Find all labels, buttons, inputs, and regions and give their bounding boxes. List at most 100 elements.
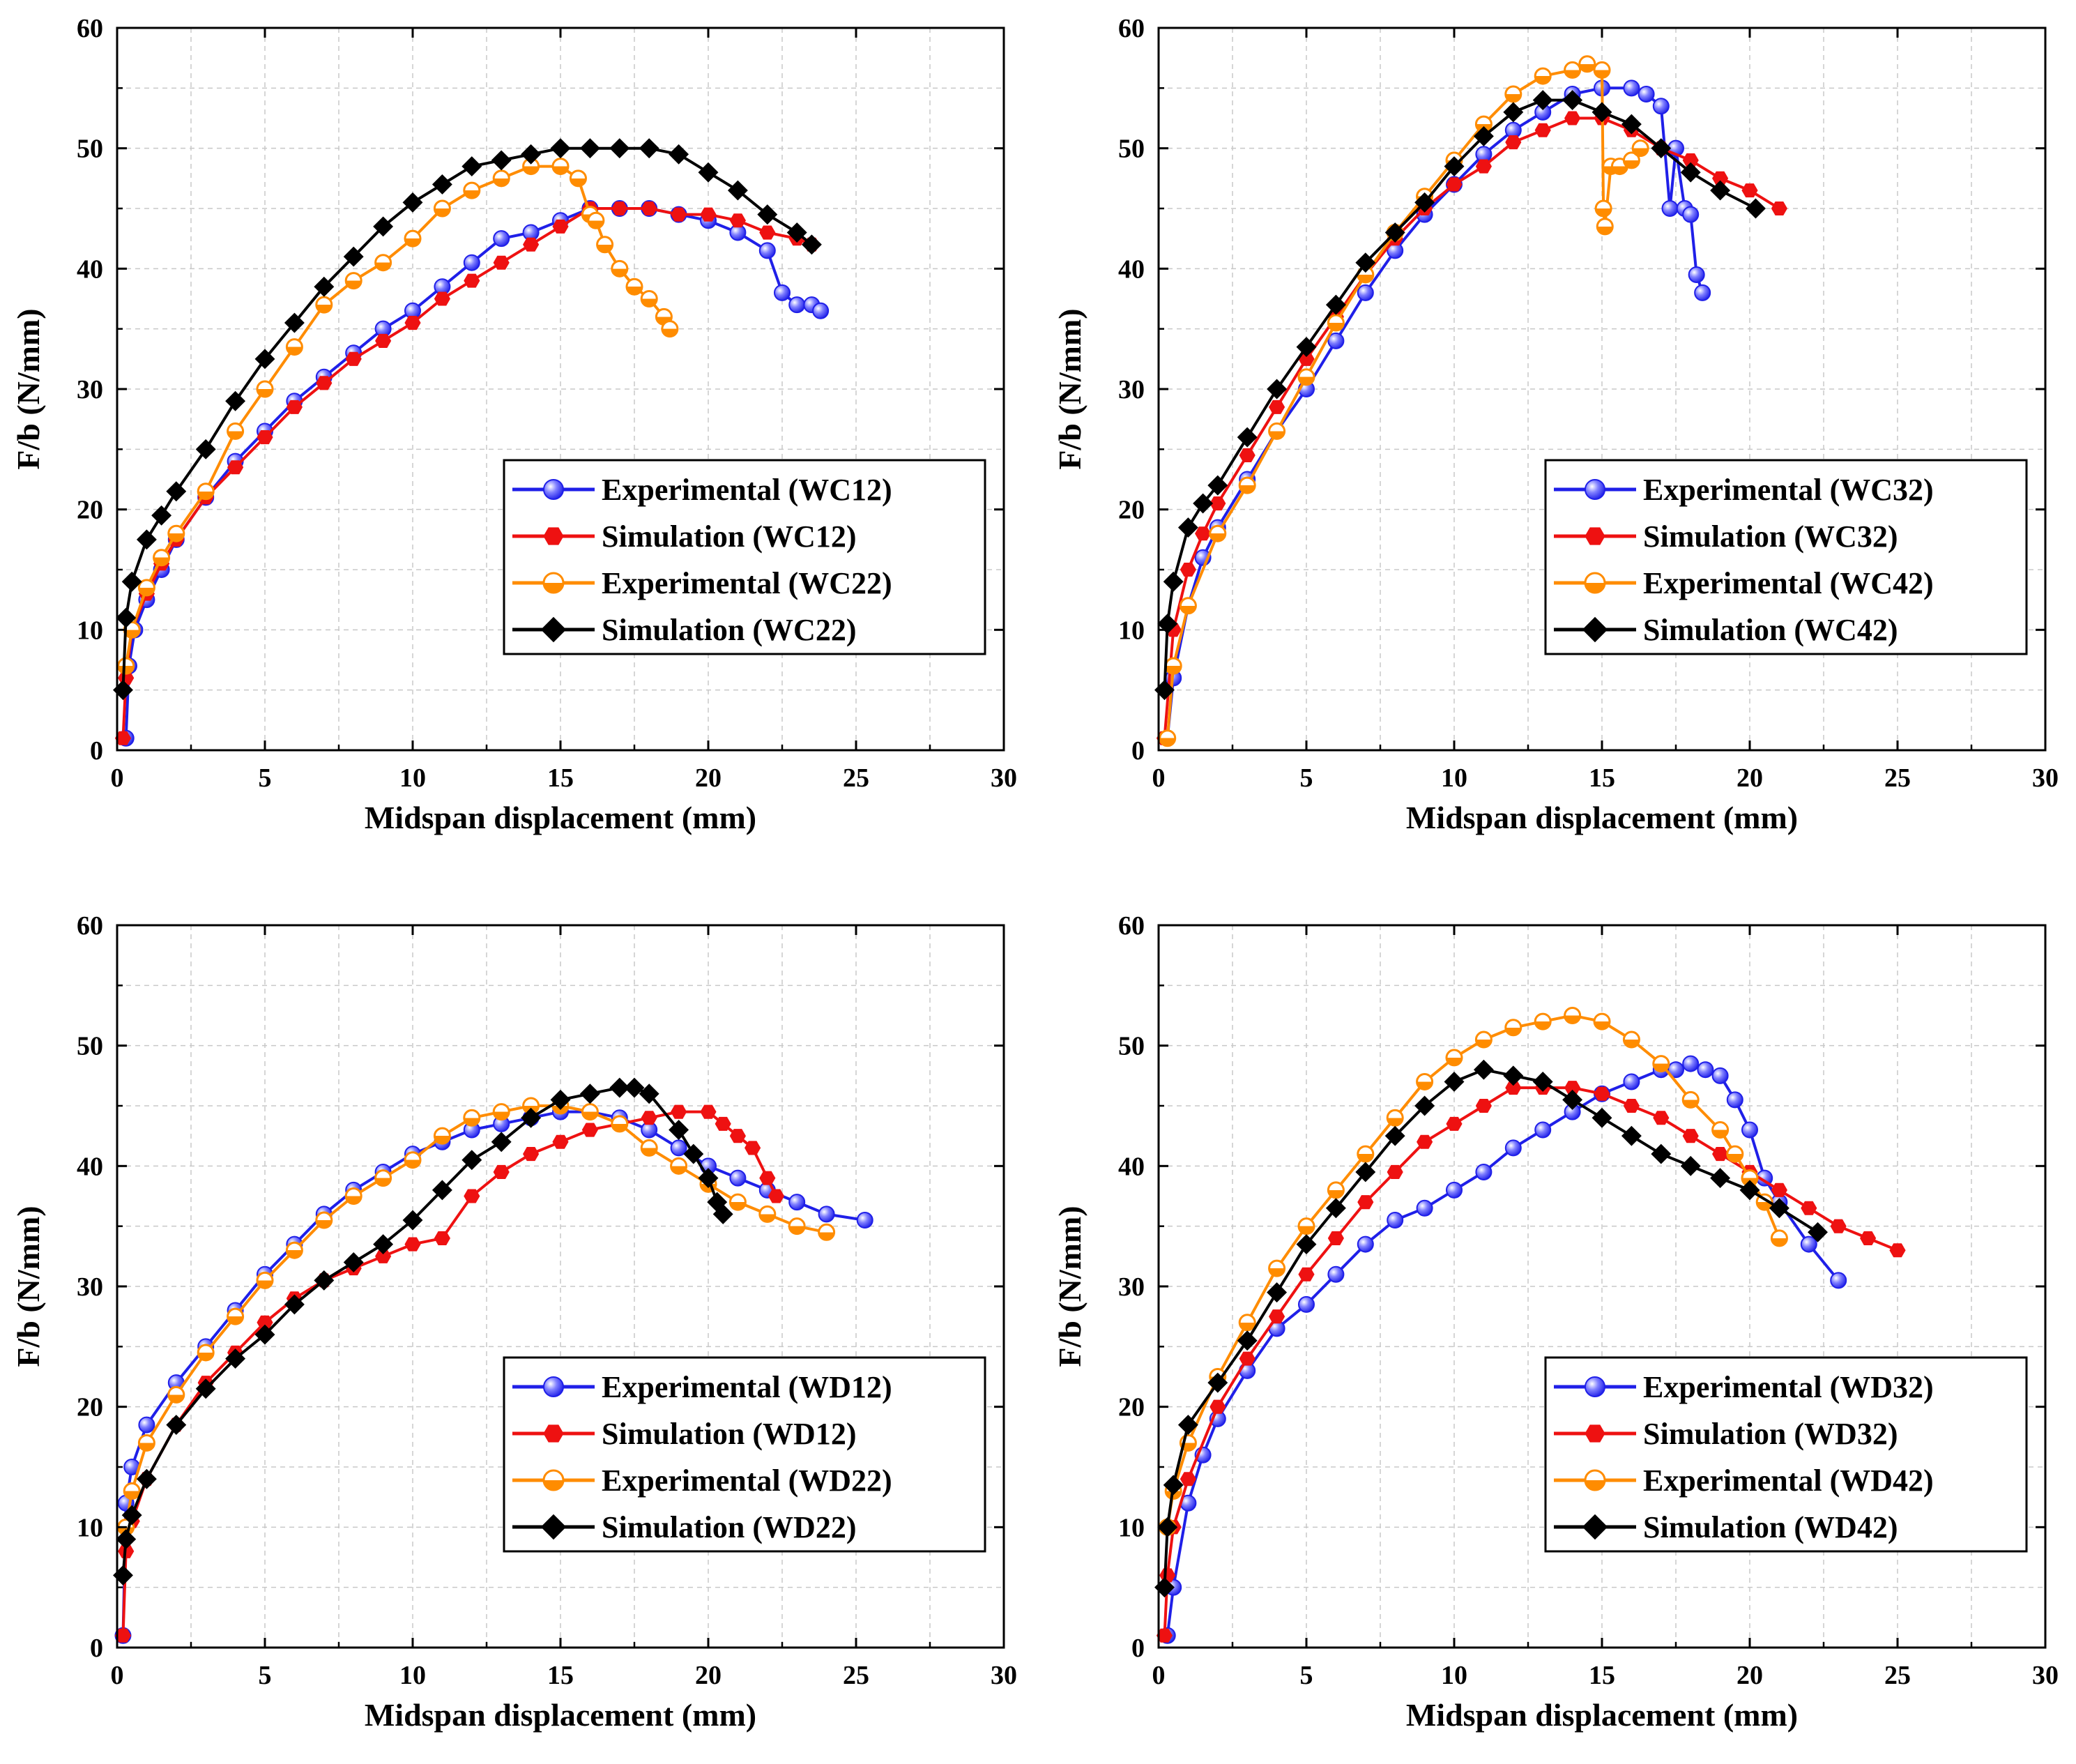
data-point	[729, 213, 746, 228]
data-point	[745, 1141, 761, 1155]
data-point	[1746, 198, 1766, 219]
data-point	[492, 169, 510, 188]
y-tick-label: 10	[1118, 616, 1145, 645]
legend-label: Experimental (WC12)	[602, 473, 892, 507]
data-point	[1534, 1121, 1552, 1139]
data-point	[1623, 1073, 1640, 1090]
data-point	[343, 1252, 364, 1272]
y-tick-label: 40	[1118, 1152, 1145, 1181]
data-point	[670, 1157, 688, 1175]
data-point	[1578, 55, 1596, 73]
data-point	[285, 338, 303, 356]
data-point	[137, 579, 155, 597]
data-point	[1667, 1061, 1684, 1079]
legend-marker	[1584, 1469, 1606, 1491]
data-point	[166, 481, 187, 502]
data-point	[1651, 138, 1672, 159]
data-point	[1682, 1055, 1700, 1072]
legend-marker	[1585, 1376, 1605, 1397]
legend-label: Simulation (WD42)	[1643, 1510, 1898, 1544]
data-point	[1357, 284, 1374, 301]
x-tick-label: 0	[1152, 763, 1166, 793]
data-point	[1267, 379, 1288, 400]
legend-entry: Experimental (WC32)	[1554, 473, 1934, 507]
data-point	[698, 162, 719, 183]
data-point	[256, 1271, 274, 1289]
data-point	[1800, 1235, 1817, 1253]
data-point	[285, 1241, 303, 1259]
y-tick-label: 50	[1118, 135, 1145, 164]
legend-marker	[543, 1376, 564, 1397]
data-point	[1596, 218, 1614, 236]
data-point	[661, 320, 679, 338]
y-tick-label: 10	[1118, 1513, 1145, 1542]
x-tick-label: 5	[259, 763, 272, 793]
data-point	[1622, 151, 1640, 169]
data-point	[257, 430, 273, 445]
data-point	[640, 290, 658, 307]
data-point	[581, 1103, 599, 1121]
legend-marker	[1582, 1514, 1608, 1540]
data-point	[1387, 1212, 1404, 1229]
data-point	[1297, 368, 1315, 386]
legend-entry: Simulation (WC32)	[1554, 519, 1898, 554]
data-point	[1741, 1121, 1758, 1139]
legend-marker	[540, 616, 567, 643]
series-simulation-wd32	[1156, 1081, 1906, 1643]
data-point	[286, 400, 303, 414]
y-tick-label: 20	[77, 1393, 103, 1422]
legend-marker	[543, 1424, 564, 1443]
y-tick-label: 60	[1118, 911, 1145, 941]
data-point	[227, 422, 245, 440]
x-tick-label: 15	[547, 763, 574, 793]
x-tick-label: 10	[1441, 763, 1467, 793]
data-point	[121, 571, 142, 592]
data-point	[138, 1416, 155, 1434]
y-tick-label: 50	[1118, 1032, 1145, 1061]
data-point	[1710, 180, 1731, 201]
y-tick-label: 0	[1131, 1634, 1145, 1663]
data-point	[227, 1307, 245, 1325]
data-point	[596, 236, 614, 254]
data-point	[700, 1104, 717, 1119]
data-point	[463, 181, 481, 199]
chart-panel-1: 0 5 10 15 20 25 30 0 10 20 30 40 50 60 Midspan displac…	[10, 14, 1017, 835]
data-point	[1694, 284, 1711, 301]
data-point	[579, 138, 600, 159]
data-point	[1417, 1134, 1433, 1149]
x-axis-title: Midspan displacement (mm)	[1406, 800, 1798, 835]
data-point	[579, 1084, 600, 1104]
data-point	[1593, 1012, 1611, 1031]
data-point	[1769, 1198, 1789, 1219]
data-point	[314, 1270, 335, 1291]
data-point	[1444, 156, 1465, 177]
data-point	[1621, 1125, 1642, 1146]
x-tick-label: 5	[1300, 1661, 1313, 1690]
legend-marker	[1585, 1424, 1605, 1443]
data-point	[788, 296, 806, 314]
data-point	[1653, 1111, 1670, 1125]
data-point	[758, 242, 776, 259]
data-point	[1534, 67, 1552, 85]
legend-label: Simulation (WC32)	[1643, 519, 1898, 554]
data-point	[1414, 192, 1435, 213]
legend-label: Experimental (WC32)	[1643, 473, 1934, 507]
data-point	[1621, 114, 1642, 135]
series-experimental-wc22	[117, 158, 679, 675]
legend-entry: Simulation (WC22)	[512, 613, 856, 647]
data-point	[434, 1231, 450, 1245]
data-point	[1296, 337, 1317, 358]
data-point	[1239, 1351, 1255, 1366]
data-point	[1444, 1072, 1465, 1092]
legend-entry: Experimental (WC42)	[1554, 566, 1934, 600]
legend-entry: Simulation (WD42)	[1554, 1510, 1898, 1544]
data-point	[316, 376, 333, 390]
data-point	[1726, 1091, 1743, 1109]
y-tick-label: 60	[77, 14, 103, 43]
data-point	[1327, 1265, 1345, 1283]
data-point	[1357, 1145, 1375, 1163]
data-point	[493, 255, 510, 270]
data-point	[1384, 1125, 1405, 1146]
data-point	[121, 1505, 142, 1526]
legend-box	[1544, 459, 2028, 655]
